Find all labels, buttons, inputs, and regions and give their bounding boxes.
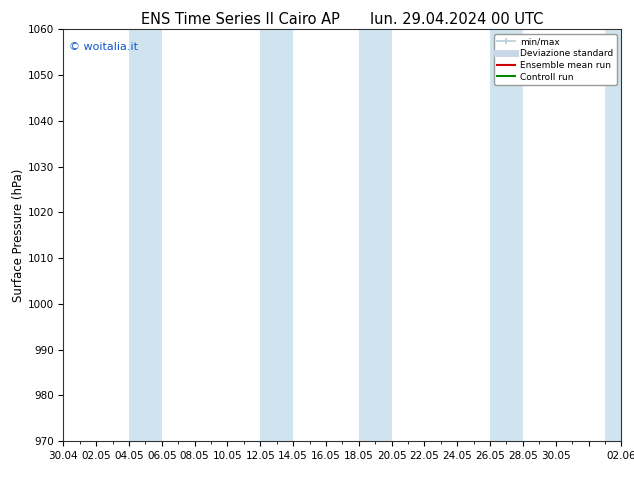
Bar <box>490 29 523 441</box>
Legend: min/max, Deviazione standard, Ensemble mean run, Controll run: min/max, Deviazione standard, Ensemble m… <box>494 34 617 85</box>
Y-axis label: Surface Pressure (hPa): Surface Pressure (hPa) <box>11 169 25 302</box>
Text: © woitalia.it: © woitalia.it <box>69 42 138 52</box>
Bar <box>605 29 634 441</box>
Bar <box>129 29 162 441</box>
Bar <box>261 29 293 441</box>
Text: ENS Time Series Il Cairo AP: ENS Time Series Il Cairo AP <box>141 12 340 27</box>
Bar <box>359 29 392 441</box>
Text: lun. 29.04.2024 00 UTC: lun. 29.04.2024 00 UTC <box>370 12 543 27</box>
